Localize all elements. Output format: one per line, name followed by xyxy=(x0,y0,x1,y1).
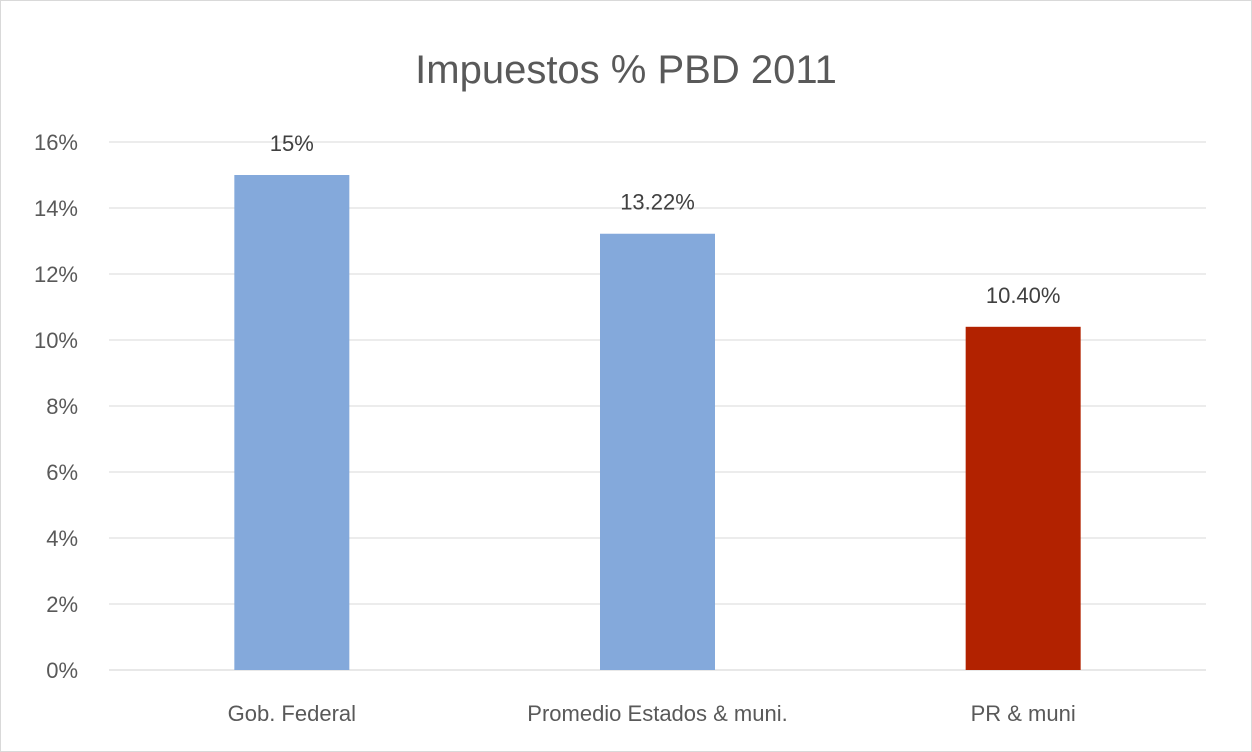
y-axis-ticks: 0% 2% 4% 6% 8% 10% 12% 14% 16% xyxy=(34,130,78,683)
data-label: 10.40% xyxy=(986,283,1061,308)
data-label: 15% xyxy=(270,131,314,156)
data-label: 13.22% xyxy=(620,190,695,215)
y-tick-label: 8% xyxy=(46,394,78,419)
y-tick-label: 0% xyxy=(46,658,78,683)
x-category-label: Promedio Estados & muni. xyxy=(527,701,787,726)
y-tick-label: 6% xyxy=(46,460,78,485)
bar xyxy=(600,233,715,671)
data-labels: 15% 13.22% 10.40% xyxy=(270,131,1061,308)
y-tick-label: 12% xyxy=(34,262,78,287)
y-tick-label: 10% xyxy=(34,328,78,353)
chart-title: Impuestos % PBD 2011 xyxy=(415,48,837,92)
y-tick-label: 2% xyxy=(46,592,78,617)
y-tick-label: 16% xyxy=(34,130,78,155)
y-tick-label: 14% xyxy=(34,196,78,221)
x-category-label: Gob. Federal xyxy=(228,701,356,726)
bar xyxy=(234,175,350,670)
x-axis-categories: Gob. Federal Promedio Estados & muni. PR &… xyxy=(228,701,1076,726)
bars xyxy=(234,175,1081,671)
x-category-label: PR & muni xyxy=(971,701,1076,726)
bar xyxy=(965,326,1081,670)
y-tick-label: 4% xyxy=(46,526,78,551)
